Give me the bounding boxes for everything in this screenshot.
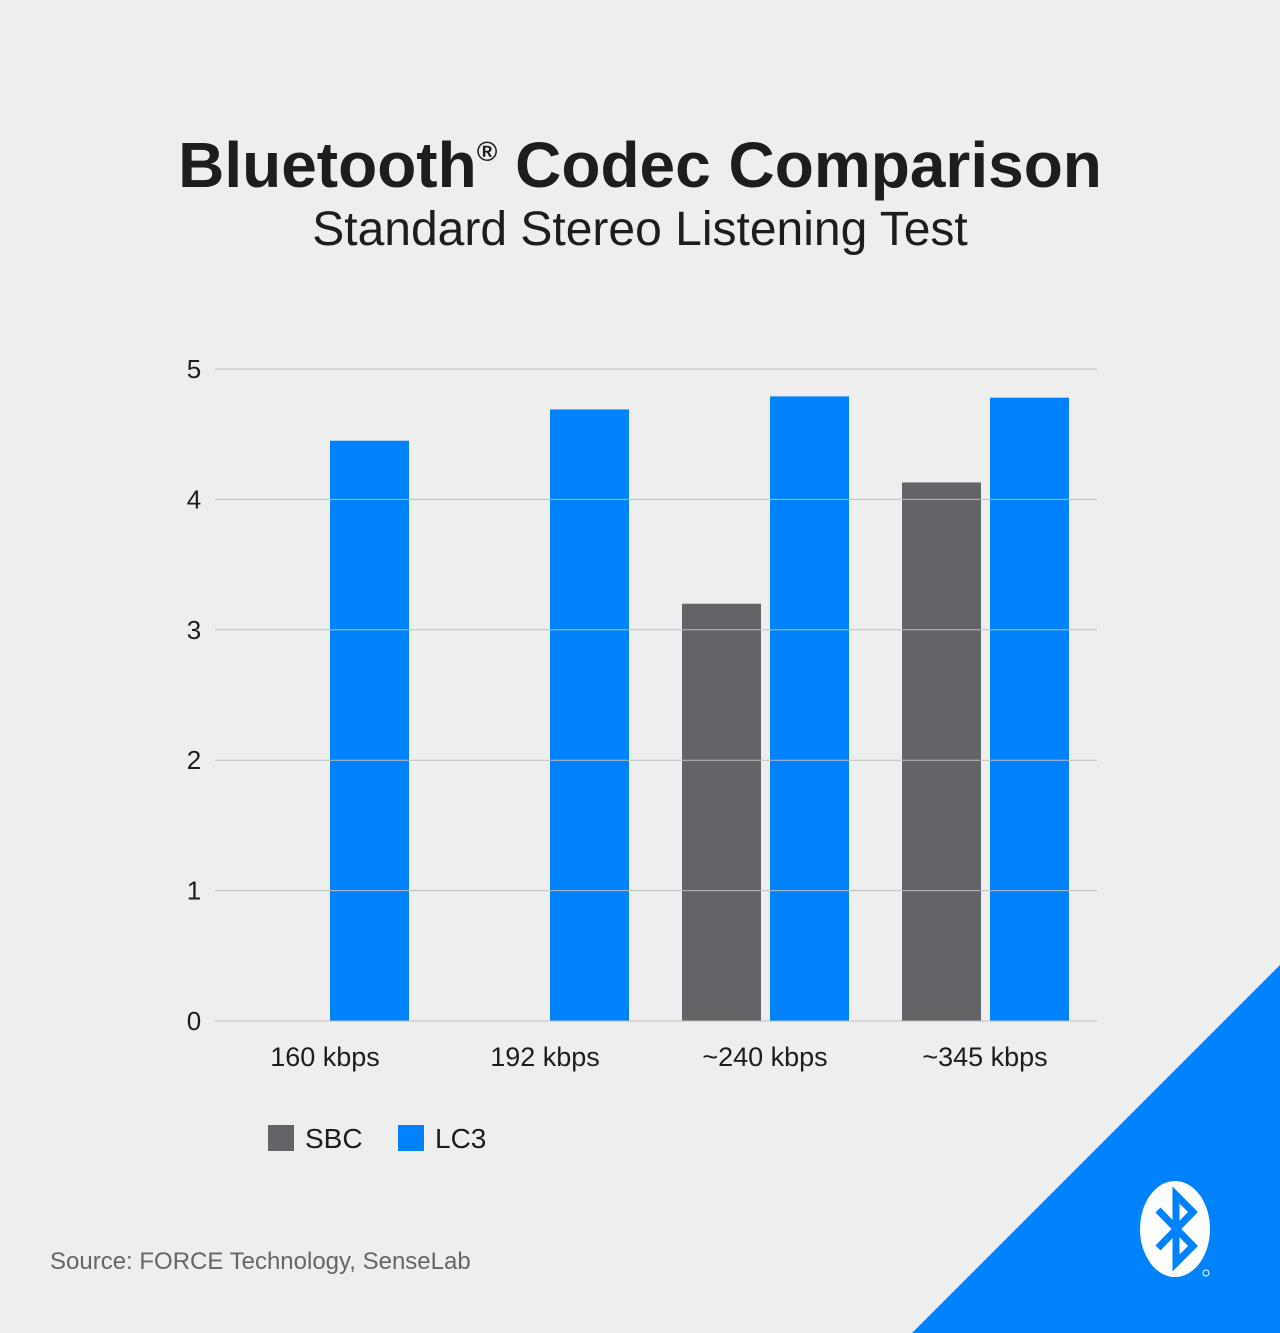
legend-swatch-sbc [268, 1125, 294, 1151]
bar-lc3 [550, 409, 629, 1021]
bar-sbc [902, 482, 981, 1021]
bar-sbc [682, 603, 761, 1021]
chart-title: Bluetooth® Codec Comparison [178, 129, 1102, 201]
y-tick-label: 0 [187, 1006, 201, 1036]
y-tick-label: 2 [187, 745, 201, 775]
legend-label-sbc: SBC [305, 1123, 363, 1154]
bar-lc3 [770, 396, 849, 1021]
x-tick-label: ~345 kbps [922, 1042, 1047, 1072]
bar-lc3 [330, 440, 409, 1022]
x-tick-label: 160 kbps [270, 1042, 380, 1072]
bar-lc3 [990, 397, 1069, 1021]
x-tick-label: 192 kbps [490, 1042, 600, 1072]
bluetooth-logo [1140, 1181, 1210, 1277]
chart-subtitle: Standard Stereo Listening Test [312, 203, 968, 256]
x-tick-label: ~240 kbps [702, 1042, 827, 1072]
legend-label-lc3: LC3 [435, 1123, 486, 1154]
y-tick-label: 1 [187, 876, 201, 906]
y-tick-label: 3 [187, 615, 201, 645]
y-tick-label: 4 [187, 484, 201, 514]
y-tick-label: 5 [187, 354, 201, 384]
legend-swatch-lc3 [398, 1125, 424, 1151]
source-note: Source: FORCE Technology, SenseLab [50, 1248, 471, 1275]
